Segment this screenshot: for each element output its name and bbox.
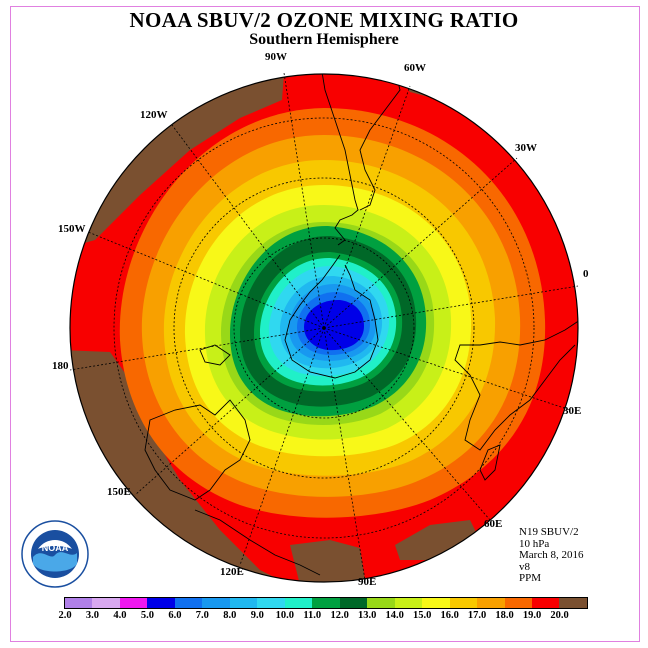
colorbar-tick-label: 8.0 bbox=[223, 610, 237, 621]
colorbar-tick-label: 9.0 bbox=[250, 610, 264, 621]
coast-madagascar bbox=[479, 444, 501, 481]
meridian-60w bbox=[323, 85, 411, 329]
colorbar-swatch bbox=[65, 598, 93, 608]
map-subtitle: Southern Hemisphere bbox=[249, 31, 399, 48]
meridian-90e bbox=[323, 327, 366, 581]
colorbar bbox=[64, 597, 588, 609]
colorbar-swatch bbox=[92, 598, 120, 608]
colorbar-swatch bbox=[284, 598, 313, 608]
noaa-logo: NOAA bbox=[21, 520, 89, 588]
colorbar-tick-label: 4.0 bbox=[113, 610, 127, 621]
colorbar-swatch bbox=[531, 598, 560, 608]
meridian-90w bbox=[283, 72, 325, 329]
colorbar-swatch bbox=[229, 598, 258, 608]
meridian-150w bbox=[87, 231, 325, 329]
lon-label-30w: 30W bbox=[515, 142, 537, 154]
lon-label-90w: 90W bbox=[265, 51, 287, 63]
colorbar-tick-label: 2.0 bbox=[58, 610, 72, 621]
colorbar-tick-label: 3.0 bbox=[85, 610, 100, 621]
lon-label-150e: 150E bbox=[107, 486, 131, 498]
coast-south-america bbox=[319, 74, 359, 246]
colorbar-tick-label: 10.0 bbox=[275, 610, 294, 621]
colorbar-swatch bbox=[449, 598, 478, 608]
colorbar-tick-label: 16.0 bbox=[440, 610, 459, 621]
noaa-logo-text: NOAA bbox=[42, 543, 69, 553]
lat-circle-outer bbox=[113, 117, 535, 539]
colorbar-swatch bbox=[119, 598, 148, 608]
colorbar-swatch bbox=[422, 598, 450, 608]
colorbar-tick-label: 7.0 bbox=[195, 610, 209, 621]
colorbar-tick-labels: 2.0 3.0 4.0 5.0 6.0 7.0 8.0 9.0 10.0 11.0 12.0 13.0… bbox=[0, 610, 648, 624]
lon-label-0: 0 bbox=[583, 268, 589, 280]
colorbar-swatch bbox=[504, 598, 532, 608]
coast-africa bbox=[454, 319, 578, 451]
lon-label-150w: 150W bbox=[58, 223, 86, 235]
colorbar-swatch bbox=[477, 598, 505, 608]
colorbar-tick-label: 19.0 bbox=[522, 610, 542, 621]
info-panel: N19 SBUV/2 10 hPa March 8, 2016 v8 PPM bbox=[519, 526, 584, 585]
lon-label-120e: 120E bbox=[220, 566, 244, 578]
coast-southeast-asia bbox=[194, 509, 321, 576]
map-title: NOAA SBUV/2 OZONE MIXING RATIO bbox=[129, 8, 519, 32]
figure-frame bbox=[10, 6, 640, 642]
colorbar-tick-label: 11.0 bbox=[303, 610, 322, 621]
region-brown-ne bbox=[395, 74, 470, 110]
colorbar-swatch bbox=[202, 598, 230, 608]
coastlines bbox=[144, 74, 578, 576]
colorbar-tick-label: 20.0 bbox=[550, 610, 569, 621]
colorbar-swatch bbox=[174, 598, 203, 608]
info-satellite: N19 SBUV/2 bbox=[519, 526, 579, 538]
info-version: v8 bbox=[519, 560, 530, 573]
coast-australia bbox=[144, 399, 251, 501]
meridian-30w bbox=[323, 157, 518, 329]
colorbar-tick-label: 17.0 bbox=[467, 610, 487, 621]
colorbar-swatch bbox=[394, 598, 423, 608]
region-brown-s bbox=[290, 540, 365, 582]
colorbar-tick-label: 6.0 bbox=[168, 610, 182, 621]
meridian-0 bbox=[323, 285, 579, 329]
colorbar-swatch bbox=[367, 598, 395, 608]
colorbar-swatch bbox=[257, 598, 285, 608]
colorbar-swatch bbox=[339, 598, 368, 608]
colorbar-tick-label: 14.0 bbox=[385, 610, 404, 621]
lon-label-180: 180 bbox=[52, 360, 69, 372]
info-date: March 8, 2016 bbox=[519, 549, 584, 561]
coast-south-america-east bbox=[359, 74, 401, 211]
colorbar-tick-label: 15.0 bbox=[412, 610, 432, 621]
lon-label-60w: 60W bbox=[404, 62, 426, 74]
meridian-30e bbox=[323, 327, 571, 411]
colorbar-tick-label: 13.0 bbox=[358, 610, 377, 621]
colorbar-swatch bbox=[559, 598, 587, 608]
coast-new-zealand bbox=[199, 344, 231, 366]
colorbar-tick-label: 5.0 bbox=[140, 610, 154, 621]
info-units: PPM bbox=[519, 572, 542, 584]
info-level: 10 hPa bbox=[519, 537, 550, 550]
lon-label-60e: 60E bbox=[484, 518, 503, 530]
map-boundary bbox=[69, 73, 579, 583]
lon-label-120w: 120W bbox=[140, 109, 168, 121]
lon-label-30e: 30E bbox=[563, 405, 582, 417]
colorbar-swatch bbox=[147, 598, 175, 608]
graticule bbox=[69, 72, 579, 581]
coast-antarctic-peninsula bbox=[284, 254, 379, 379]
colorbar-tick-label: 18.0 bbox=[495, 610, 514, 621]
lat-circle-inner bbox=[233, 237, 415, 419]
ozone-field bbox=[70, 74, 578, 582]
meridian-180 bbox=[69, 327, 325, 371]
colorbar-tick-label: 12.0 bbox=[330, 610, 349, 621]
lat-circle-mid bbox=[173, 177, 475, 479]
band-deep-blue bbox=[304, 299, 364, 351]
lon-label-90e: 90E bbox=[358, 576, 377, 588]
meridian-120e bbox=[239, 327, 325, 566]
colorbar-swatch bbox=[312, 598, 340, 608]
